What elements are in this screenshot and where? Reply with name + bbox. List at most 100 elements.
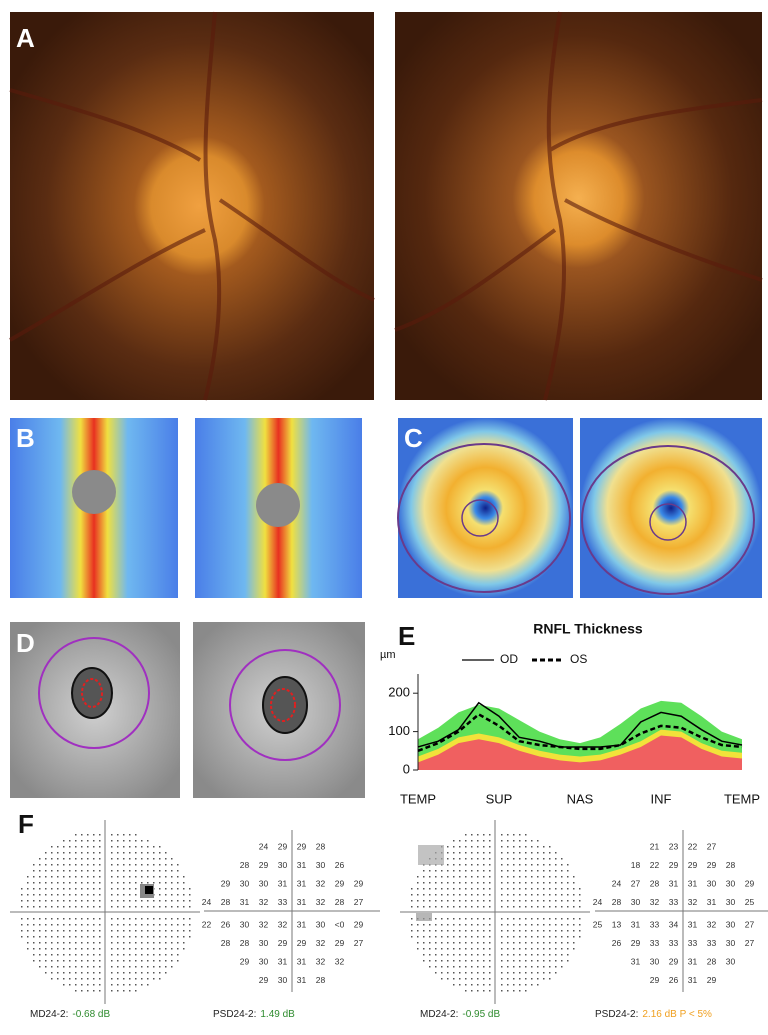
vf-dot xyxy=(99,894,101,896)
vf-dot xyxy=(63,972,65,974)
vf-dot xyxy=(123,972,125,974)
vf-dot xyxy=(507,942,509,944)
vf-dot xyxy=(81,870,83,872)
vf-dot xyxy=(93,960,95,962)
vf-dot xyxy=(441,978,443,980)
vf-dot xyxy=(465,840,467,842)
panel-label: D xyxy=(16,628,35,658)
vf-dot xyxy=(147,942,149,944)
vf-dot xyxy=(483,936,485,938)
vf-dot xyxy=(141,852,143,854)
vf-dot xyxy=(531,960,533,962)
vf-dot xyxy=(27,930,29,932)
vf-dot xyxy=(69,894,71,896)
vf-dot xyxy=(111,966,113,968)
vf-dot xyxy=(159,930,161,932)
vf-dot xyxy=(171,960,173,962)
vf-dot xyxy=(477,984,479,986)
vf-dot xyxy=(507,876,509,878)
vf-dot xyxy=(117,918,119,920)
vf-dot xyxy=(453,930,455,932)
vf-dot xyxy=(33,864,35,866)
vf-dot xyxy=(39,954,41,956)
vf-dot xyxy=(159,858,161,860)
vf-dot xyxy=(117,930,119,932)
vf-dot xyxy=(57,870,59,872)
vf-dot xyxy=(117,906,119,908)
vf-dot xyxy=(51,900,53,902)
vf-dot xyxy=(123,870,125,872)
vf-dot xyxy=(99,948,101,950)
vf-dot xyxy=(69,924,71,926)
vf-dot xyxy=(51,864,53,866)
vf-dot xyxy=(129,954,131,956)
vf-dot xyxy=(531,978,533,980)
vf-dot xyxy=(99,846,101,848)
vf-dot xyxy=(531,906,533,908)
panel-label: F xyxy=(18,809,34,839)
vf-dot xyxy=(507,858,509,860)
vf-dot xyxy=(141,858,143,860)
vf-dot xyxy=(69,870,71,872)
vf-dot xyxy=(69,882,71,884)
vf-dot xyxy=(519,906,521,908)
vf-dot xyxy=(117,894,119,896)
vf-dot xyxy=(453,852,455,854)
vf-dot xyxy=(159,882,161,884)
vf-dot xyxy=(459,948,461,950)
grid-circle xyxy=(649,503,687,541)
vf-dot xyxy=(165,882,167,884)
vf-dot xyxy=(459,936,461,938)
vf-dot xyxy=(117,972,119,974)
vf-dot xyxy=(477,990,479,992)
vf-dot xyxy=(447,954,449,956)
vf-dot xyxy=(171,870,173,872)
vf-dot xyxy=(519,978,521,980)
vf-dot xyxy=(441,900,443,902)
vf-dot xyxy=(21,924,23,926)
vf-dot xyxy=(453,846,455,848)
md-text: MD24-2: -0.68 dB xyxy=(30,1009,110,1020)
vf-dot xyxy=(171,948,173,950)
vf-dot xyxy=(477,954,479,956)
vf-dot xyxy=(489,906,491,908)
vf-dot xyxy=(459,840,461,842)
vf-dot xyxy=(417,942,419,944)
vf-dot xyxy=(153,864,155,866)
vf-dot xyxy=(129,972,131,974)
vf-dot xyxy=(471,864,473,866)
vf-dot xyxy=(81,858,83,860)
vf-dot xyxy=(57,924,59,926)
vf-dot xyxy=(123,990,125,992)
vf-dot xyxy=(93,840,95,842)
vf-dot xyxy=(33,870,35,872)
vf-dot xyxy=(477,840,479,842)
vf-dot xyxy=(501,984,503,986)
vf-threshold: 28 xyxy=(335,897,345,907)
disc-margin xyxy=(262,676,308,734)
vf-dot xyxy=(57,900,59,902)
vf-dot xyxy=(117,984,119,986)
vf-dot xyxy=(435,972,437,974)
vf-dot xyxy=(177,864,179,866)
vf-dot xyxy=(147,846,149,848)
vf-dot xyxy=(69,978,71,980)
vf-dot xyxy=(123,888,125,890)
vf-dot xyxy=(447,846,449,848)
grid-circle xyxy=(397,443,571,593)
vf-dot xyxy=(489,900,491,902)
vf-dot xyxy=(525,942,527,944)
vf-dot xyxy=(123,930,125,932)
vf-dot xyxy=(135,858,137,860)
vf-threshold: 30 xyxy=(650,956,660,966)
vf-dot xyxy=(165,864,167,866)
vf-dot xyxy=(507,882,509,884)
vf-dot xyxy=(51,870,53,872)
vf-dot xyxy=(75,930,77,932)
vf-dot xyxy=(117,942,119,944)
vf-dot xyxy=(453,882,455,884)
vf-dot xyxy=(171,888,173,890)
vf-dot xyxy=(435,918,437,920)
vf-dot xyxy=(63,966,65,968)
